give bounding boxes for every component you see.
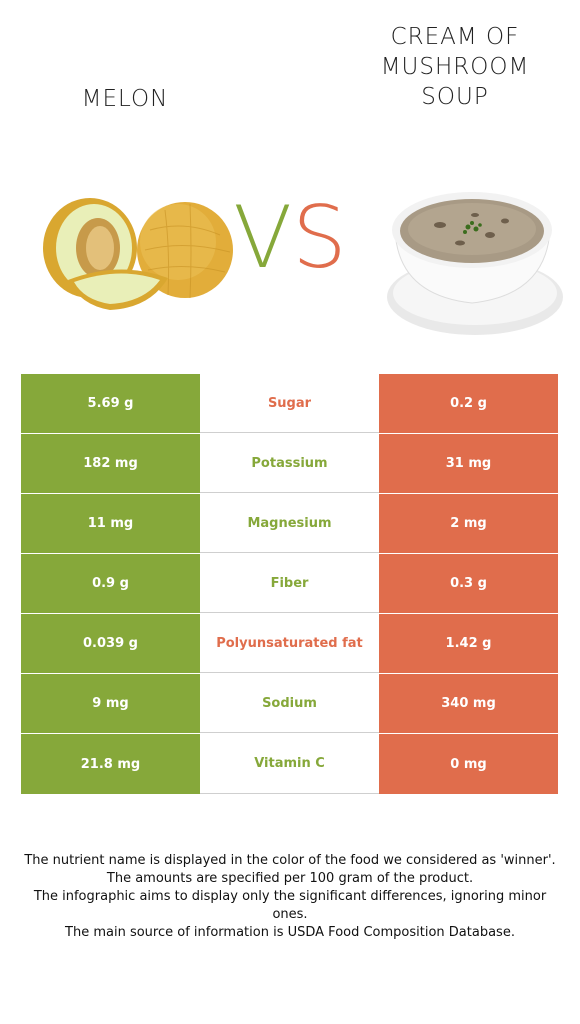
soup-value: 0.2 g (379, 374, 558, 433)
soup-value: 2 mg (379, 494, 558, 553)
versus-label: VS (233, 188, 347, 288)
footnote-winner: The nutrient name is displayed in the co… (24, 853, 556, 868)
table-row: 182 mg Potassium 31 mg (21, 434, 558, 494)
table-row: 11 mg Magnesium 2 mg (21, 494, 558, 554)
soup-value: 0 mg (379, 734, 558, 794)
melon-value: 5.69 g (21, 374, 200, 433)
nutrient-name: Vitamin C (200, 734, 379, 794)
melon-value: 11 mg (21, 494, 200, 553)
nutrient-name: Sodium (200, 674, 379, 733)
nutrient-name: Magnesium (200, 494, 379, 553)
table-row: 5.69 g Sugar 0.2 g (21, 374, 558, 434)
footnote-amounts: The amounts are specified per 100 gram o… (106, 871, 474, 886)
melon-value: 182 mg (21, 434, 200, 493)
melon-value: 21.8 mg (21, 734, 200, 794)
soup-value: 340 mg (379, 674, 558, 733)
nutrient-name: Sugar (200, 374, 379, 433)
nutrient-name: Polyunsaturated fat (200, 614, 379, 673)
table-row: 0.9 g Fiber 0.3 g (21, 554, 558, 614)
footnote-differences: The infographic aims to display only the… (33, 889, 547, 922)
table-row: 9 mg Sodium 340 mg (21, 674, 558, 734)
food-title-right: CREAM OF MUSHROOM SOUP (380, 24, 530, 110)
footnote-source: The main source of information is USDA F… (65, 925, 515, 940)
melon-icon (43, 198, 233, 310)
nutrient-name: Fiber (200, 554, 379, 613)
melon-value: 9 mg (21, 674, 200, 733)
food-title-left: MELON (81, 86, 169, 112)
mushroom-soup-icon (387, 192, 563, 335)
nutrient-name: Potassium (200, 434, 379, 493)
soup-value: 31 mg (379, 434, 558, 493)
footnotes: The nutrient name is displayed in the co… (20, 852, 560, 942)
nutrient-comparison-table: 5.69 g Sugar 0.2 g 182 mg Potassium 31 mg 11 m… (21, 374, 558, 794)
table-row: 0.039 g Polyunsaturated fat 1.42 g (21, 614, 558, 674)
soup-value: 0.3 g (379, 554, 558, 613)
melon-value: 0.039 g (21, 614, 200, 673)
melon-value: 0.9 g (21, 554, 200, 613)
soup-value: 1.42 g (379, 614, 558, 673)
